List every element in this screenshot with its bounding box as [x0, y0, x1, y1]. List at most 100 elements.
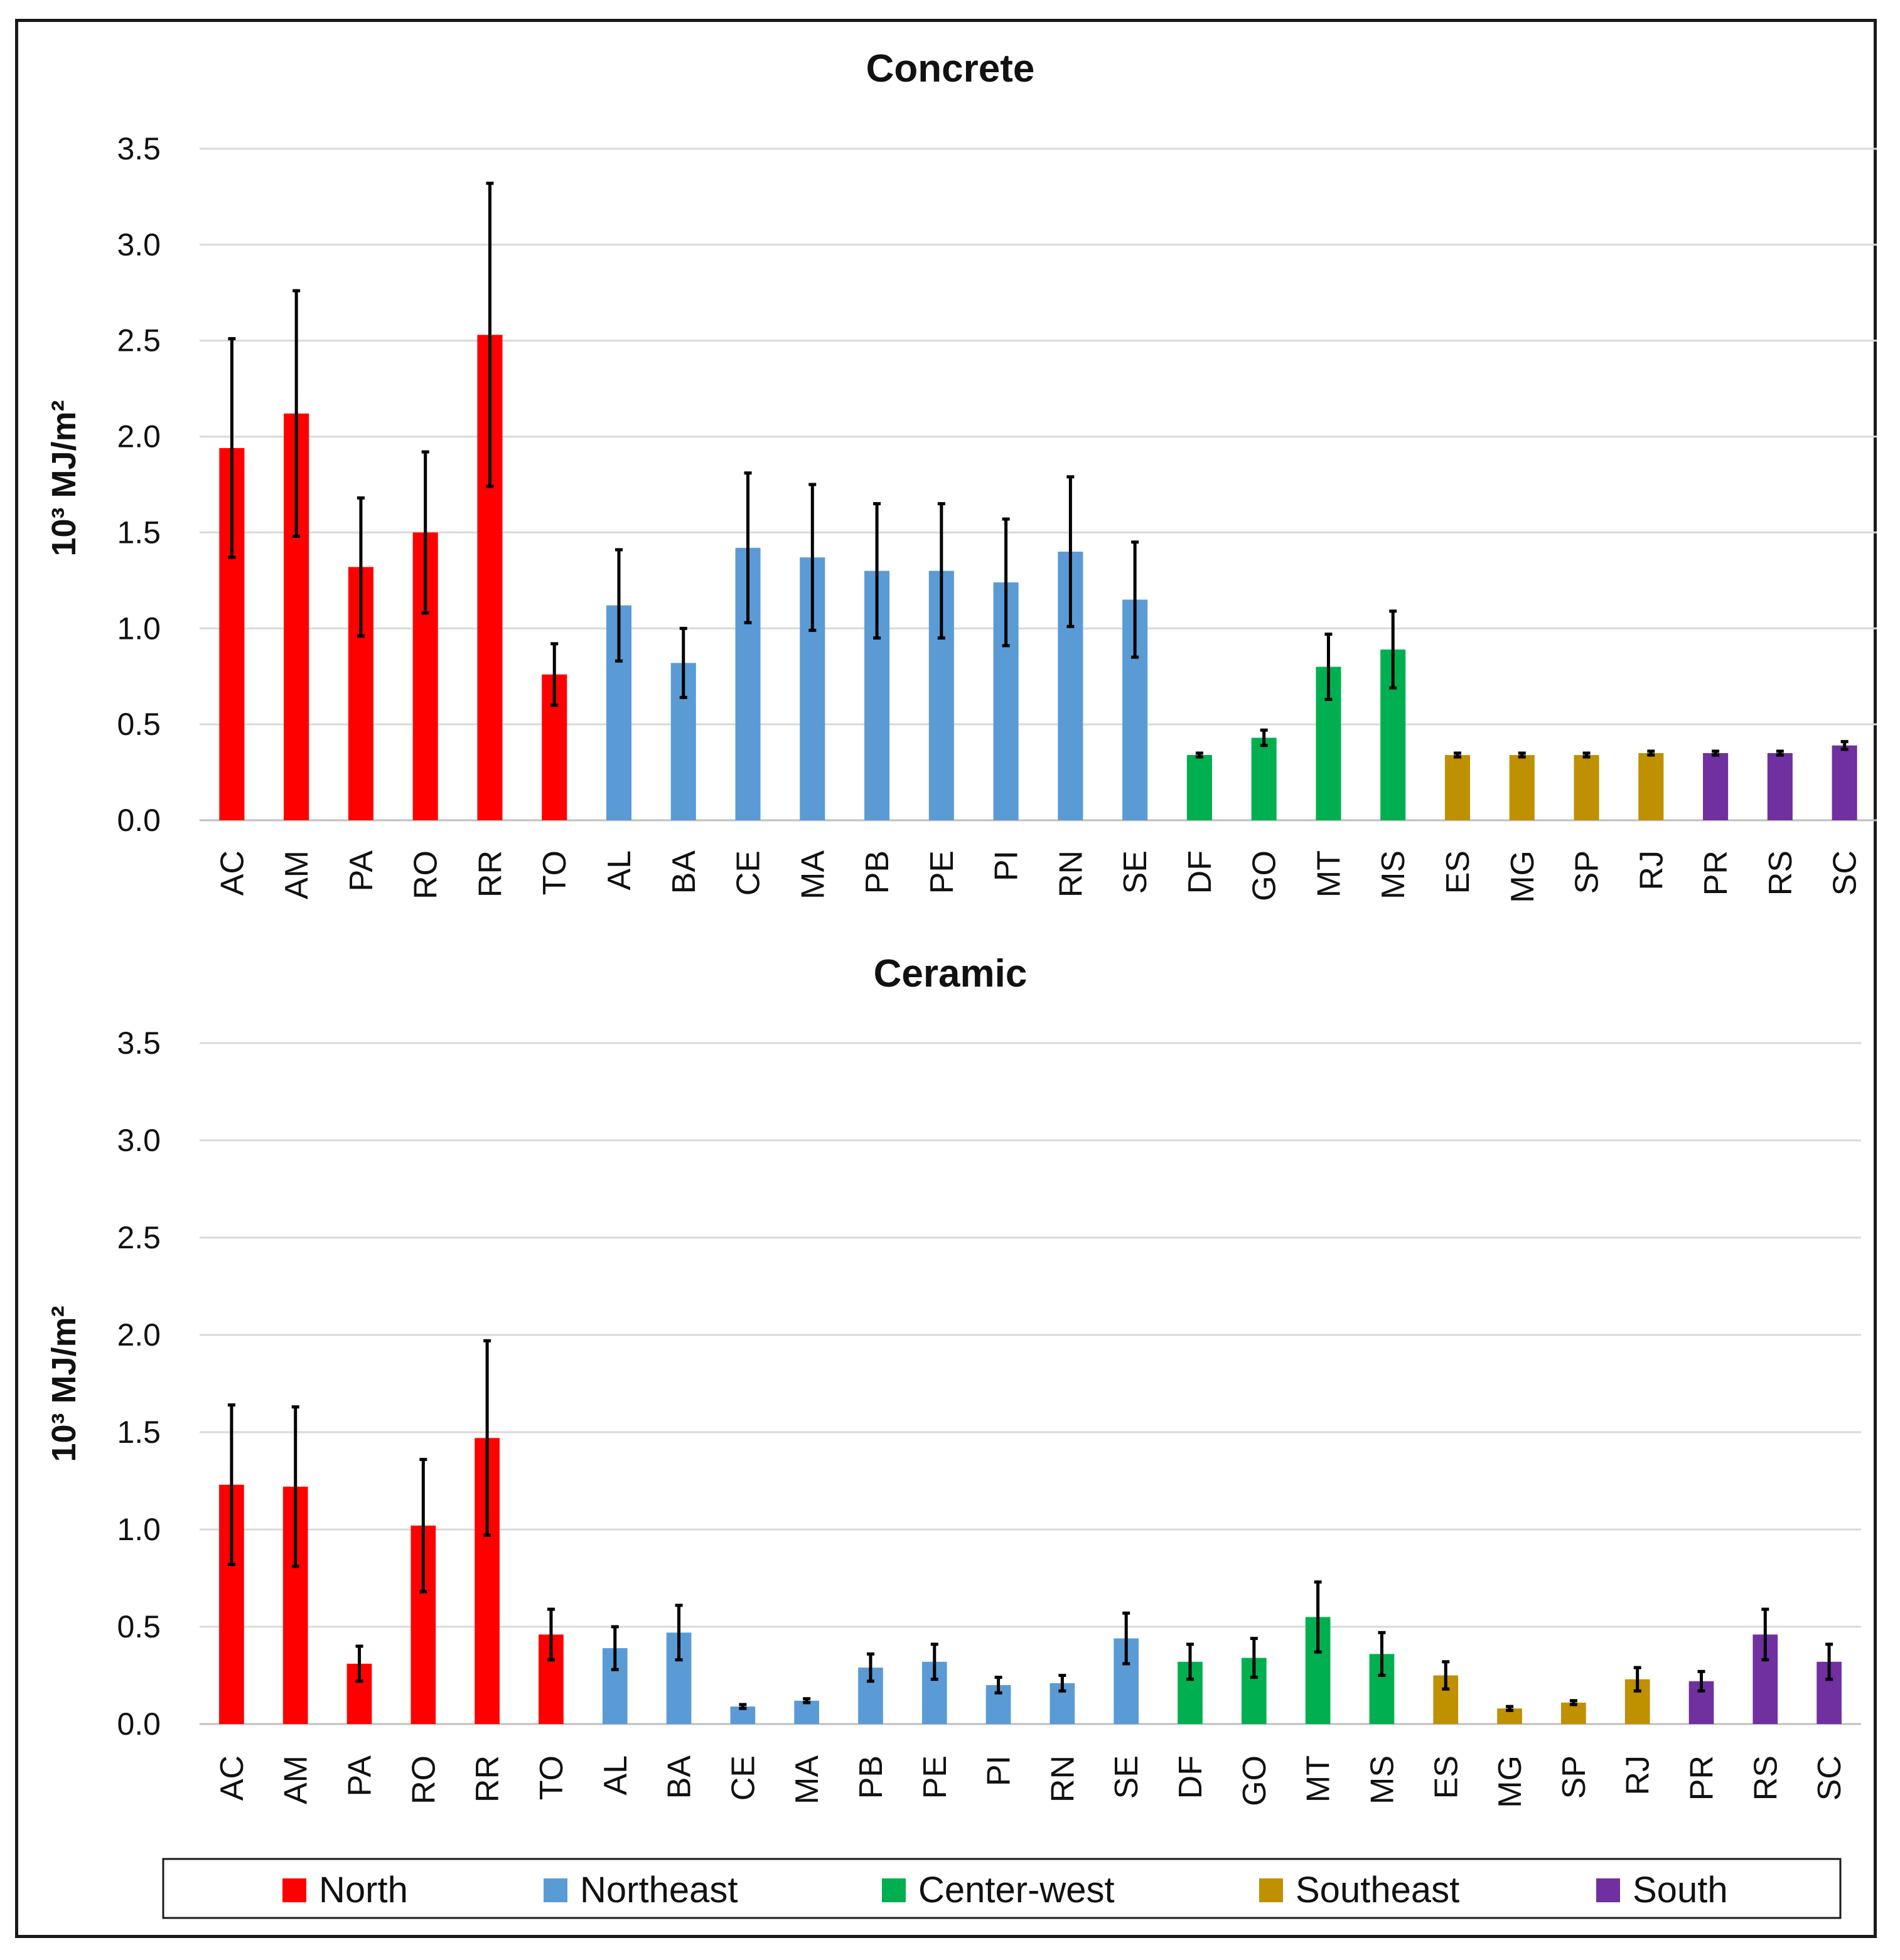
legend-label: North: [319, 1870, 408, 1910]
x-tick-label: BA: [662, 1755, 698, 1799]
x-tick-label: CE: [731, 850, 767, 896]
ceramic-bars: [219, 1438, 1842, 1724]
y-tick-label: 2.0: [117, 1317, 161, 1352]
error-bar-pr: [1697, 1669, 1705, 1693]
error-bar-to: [547, 1607, 555, 1662]
error-bar-rs: [1776, 749, 1784, 757]
error-bar-ba: [675, 1604, 683, 1662]
y-tick-label: 0.0: [117, 1706, 161, 1742]
y-tick-label: 2.0: [117, 419, 161, 454]
concrete-y-ticks: 0.0 0.5 1.0 1.5 2.0 2.5 3.0 3.5: [117, 131, 161, 838]
error-bar-al: [615, 548, 623, 663]
error-bar-mg: [1518, 751, 1526, 759]
x-tick-label: PE: [917, 1755, 953, 1799]
legend-item-center-west: Center-west: [882, 1870, 1115, 1910]
x-tick-label: MA: [795, 850, 831, 899]
x-tick-label: RO: [408, 850, 444, 899]
error-bar-se: [1122, 1611, 1130, 1666]
ceramic-y-axis-label: 10³ MJ/m²: [45, 1305, 83, 1462]
x-tick-label: AM: [278, 1755, 314, 1804]
x-tick-label: MT: [1311, 850, 1347, 897]
legend-label: Southeast: [1296, 1870, 1459, 1910]
x-tick-label: RS: [1763, 850, 1799, 896]
y-tick-label: 3.0: [117, 1123, 161, 1158]
x-tick-label: RR: [472, 850, 508, 897]
concrete-x-ticks: AC AM PA RO RR TO AL BA CE MA PB PE PI RN SE DF GO MT MS ES…: [214, 850, 1863, 903]
x-tick-label: AC: [214, 850, 250, 896]
y-tick-label: 0.5: [117, 1609, 161, 1644]
x-tick-label: MT: [1301, 1755, 1337, 1802]
x-tick-label: PA: [343, 850, 380, 892]
x-tick-label: AC: [214, 1755, 250, 1801]
x-tick-label: SC: [1827, 850, 1864, 896]
x-tick-label: GO: [1247, 850, 1283, 901]
legend-item-northeast: Northeast: [544, 1870, 738, 1910]
error-bar-es: [1442, 1660, 1450, 1691]
error-bar-al: [611, 1625, 619, 1671]
x-tick-label: CE: [725, 1755, 761, 1801]
legend: North Northeast Center-west Southeast South: [162, 1858, 1842, 1919]
error-bar-ce: [739, 1703, 747, 1710]
legend-swatch: [544, 1878, 567, 1902]
error-bar-pi: [1002, 517, 1010, 648]
bar-rj: [1638, 753, 1664, 820]
ceramic-gridlines: [200, 1042, 1861, 1725]
x-tick-label: TO: [537, 850, 573, 895]
x-tick-label: MS: [1364, 1755, 1400, 1804]
error-bar-sc: [1825, 1642, 1833, 1681]
concrete-gridlines: [200, 147, 1877, 822]
error-bar-pi: [994, 1676, 1002, 1695]
legend-swatch: [1259, 1878, 1283, 1902]
x-tick-label: PB: [859, 850, 896, 894]
error-bar-pr: [1712, 749, 1720, 757]
error-bar-pb: [866, 1652, 874, 1683]
error-bar-se: [1131, 540, 1139, 659]
x-tick-label: GO: [1237, 1755, 1273, 1806]
y-tick-label: 1.5: [117, 1415, 161, 1450]
error-bar-go: [1260, 728, 1268, 747]
x-tick-label: SP: [1556, 1755, 1592, 1799]
y-tick-label: 1.0: [117, 1512, 161, 1547]
ceramic-y-ticks: 0.0 0.5 1.0 1.5 2.0 2.5 3.0 3.5: [117, 1026, 161, 1742]
ceramic-x-ticks: AC AM PA RO RR TO AL BA CE MA PB PE PI RN SE DF GO MT MS ES…: [214, 1755, 1848, 1808]
error-bar-rr: [486, 181, 494, 488]
bar-es: [1444, 755, 1471, 820]
x-tick-label: RJ: [1633, 850, 1670, 891]
y-tick-label: 2.5: [117, 1220, 161, 1255]
legend-swatch: [282, 1878, 306, 1902]
error-bar-to: [550, 642, 559, 707]
concrete-chart: Concrete 10³ MJ/m² 0.0 0.5 1.0 1.5 2.0 2.5 3.0…: [45, 47, 1877, 903]
error-bar-pb: [873, 502, 881, 640]
error-bar-ms: [1389, 609, 1397, 690]
x-tick-label: BA: [666, 850, 702, 894]
error-bar-sc: [1840, 740, 1849, 751]
x-tick-label: SE: [1108, 1755, 1145, 1799]
concrete-y-axis-label: 10³ MJ/m²: [45, 400, 83, 556]
error-bar-rj: [1633, 1666, 1641, 1693]
figure-frame: [15, 19, 1877, 1938]
y-tick-label: 3.5: [117, 131, 161, 166]
y-tick-label: 0.5: [117, 707, 161, 742]
x-tick-label: MG: [1505, 850, 1541, 903]
bar-sp: [1574, 755, 1599, 820]
x-tick-label: RN: [1053, 850, 1089, 897]
x-tick-label: RR: [470, 1755, 506, 1802]
x-tick-label: RS: [1747, 1755, 1784, 1801]
error-bar-pa: [355, 1644, 363, 1683]
x-tick-label: MG: [1492, 1755, 1528, 1808]
x-tick-label: RJ: [1620, 1755, 1656, 1796]
x-tick-label: PI: [981, 1755, 1017, 1786]
x-tick-label: RN: [1044, 1755, 1081, 1802]
error-bar-ac: [228, 337, 236, 559]
x-tick-label: AL: [601, 850, 638, 891]
error-bar-ro: [421, 450, 429, 615]
y-tick-label: 3.0: [117, 227, 161, 262]
bar-sc: [1832, 745, 1857, 820]
error-bar-sp: [1569, 1699, 1577, 1706]
x-tick-label: SE: [1117, 850, 1154, 894]
ceramic-chart: Ceramic 10³ MJ/m² 0.0 0.5 1.0 1.5 2.0 2.5 3.0 3…: [45, 952, 1861, 1808]
x-tick-label: PI: [989, 850, 1025, 881]
x-tick-label: PR: [1683, 1755, 1720, 1801]
error-bar-mt: [1324, 632, 1333, 701]
bar-pr: [1703, 753, 1729, 820]
